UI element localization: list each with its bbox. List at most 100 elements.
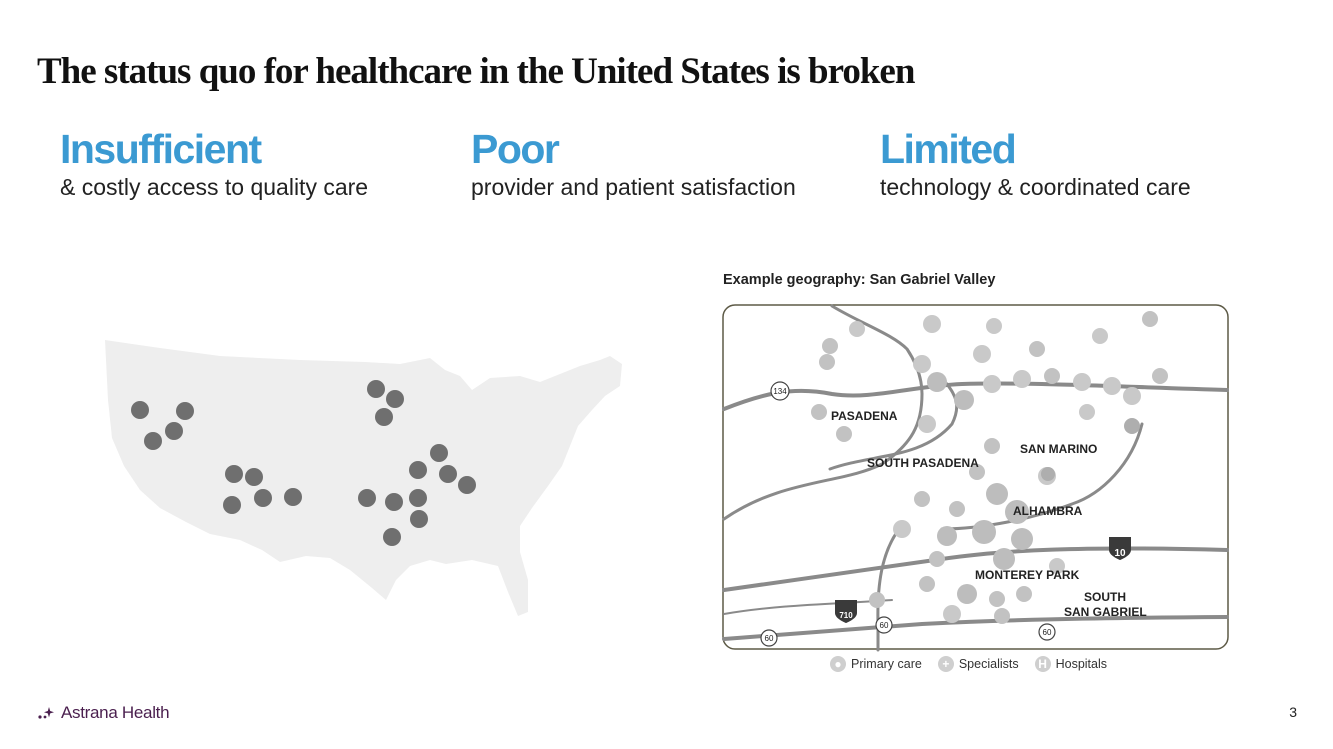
route-60-shield: 60: [875, 616, 893, 634]
primary-care-marker: [1103, 377, 1121, 395]
city-label: SAN MARINO: [1020, 442, 1097, 456]
us-map-silhouette: [105, 340, 622, 616]
market-dot: [131, 401, 149, 419]
primary-care-marker: [1079, 404, 1095, 420]
market-dot: [358, 489, 376, 507]
market-dot: [409, 461, 427, 479]
geography-title: Example geography: San Gabriel Valley: [723, 272, 996, 288]
primary-care-marker: [927, 372, 947, 392]
city-label: SAN GABRIEL: [1064, 605, 1147, 619]
market-dot: [383, 528, 401, 546]
san-gabriel-valley-map: PASADENA SAN MARINO SOUTH PASADENA ALHAM…: [722, 304, 1229, 652]
city-label: MONTEREY PARK: [975, 568, 1080, 582]
pillar-access: Insufficient & costly access to quality …: [60, 126, 368, 202]
specialist-marker: [1016, 586, 1032, 602]
page-title: The status quo for healthcare in the Uni…: [37, 51, 915, 92]
city-labels: PASADENA SAN MARINO SOUTH PASADENA ALHAM…: [831, 409, 1147, 619]
interstate-10-shield: 10: [1109, 537, 1131, 560]
market-dot: [223, 496, 241, 514]
specialist-marker: [969, 464, 985, 480]
hospital-marker: [1041, 467, 1055, 481]
legend-item-primary-care: ● Primary care: [830, 656, 922, 672]
specialist-marker: [822, 338, 838, 354]
us-map-markers: [131, 380, 476, 546]
legend-label: Primary care: [851, 657, 922, 671]
pillar-heading: Poor: [471, 126, 560, 172]
specialist-marker: [919, 576, 935, 592]
market-dot: [458, 476, 476, 494]
heart-plus-icon: +: [937, 656, 954, 672]
city-label: SOUTH PASADENA: [867, 456, 979, 470]
road: [722, 392, 924, 521]
market-dot: [284, 488, 302, 506]
primary-care-marker: [1123, 387, 1141, 405]
primary-care-marker: [893, 520, 911, 538]
city-label: ALHAMBRA: [1013, 504, 1083, 518]
pillar-technology: Limited technology & coordinated care: [880, 126, 1191, 202]
shield-label: 60: [1043, 628, 1052, 637]
shield-label: 10: [1114, 548, 1126, 559]
legend-label: Hospitals: [1055, 657, 1108, 671]
primary-care-marker: [957, 584, 977, 604]
city-label: PASADENA: [831, 409, 898, 423]
specialist-marker: [989, 591, 1005, 607]
specialist-marker: [869, 592, 885, 608]
primary-care-marker: [923, 315, 941, 333]
market-dot: [439, 465, 457, 483]
market-dot: [176, 402, 194, 420]
legend-item-hospitals: H Hospitals: [1034, 656, 1108, 672]
primary-care-marker: [913, 355, 931, 373]
market-dot: [225, 465, 243, 483]
legend-label: Specialists: [958, 657, 1019, 671]
primary-care-marker: [943, 605, 961, 623]
map-legend: ● Primary care + Specialists H Hospitals: [830, 656, 1117, 672]
shield-icon: [1109, 537, 1131, 560]
shield-icon: [1038, 623, 1056, 641]
specialist-marker: [836, 426, 852, 442]
shield-label: 60: [765, 634, 774, 643]
pillar-heading: Limited: [880, 126, 1017, 172]
primary-care-marker: [937, 526, 957, 546]
specialist-marker: [929, 551, 945, 567]
market-dot: [165, 422, 183, 440]
primary-care-marker: [1092, 328, 1108, 344]
provider-markers: [811, 311, 1168, 624]
specialist-marker: [949, 501, 965, 517]
road: [828, 382, 959, 471]
pillar-subtext: & costly access to quality care: [60, 174, 369, 200]
market-dot: [245, 468, 263, 486]
hospital-icon: H: [1034, 656, 1051, 672]
primary-care-marker: [986, 483, 1008, 505]
specialist-marker: [811, 404, 827, 420]
primary-care-marker: [973, 345, 991, 363]
legend-item-specialists: + Specialists: [937, 656, 1019, 672]
primary-care-marker: [1011, 528, 1033, 550]
specialist-marker: [994, 608, 1010, 624]
page-number: 3: [1289, 704, 1297, 720]
shield-label: 710: [839, 611, 853, 620]
market-dot: [144, 432, 162, 450]
sparkle-icon: [38, 707, 54, 719]
road: [722, 615, 1229, 641]
city-label: SOUTH: [1084, 590, 1126, 604]
pillar-heading: Insufficient: [60, 126, 262, 172]
hospital-marker: [1124, 418, 1140, 434]
shield-icon: [835, 600, 857, 623]
market-dot: [430, 444, 448, 462]
pillar-subtext: provider and patient satisfaction: [471, 174, 796, 200]
primary-care-marker: [849, 321, 865, 337]
shield-icon: [760, 629, 778, 647]
specialist-marker: [1142, 311, 1158, 327]
market-dot: [254, 489, 272, 507]
interstate-710-shield: 710: [835, 600, 857, 623]
market-dot: [410, 510, 428, 528]
primary-care-marker: [1049, 558, 1065, 574]
logo-text: Astrana Health: [61, 703, 170, 722]
pillar-satisfaction: Poor provider and patient satisfaction: [471, 126, 796, 202]
shield-icon: [770, 381, 790, 401]
specialist-marker: [1152, 368, 1168, 384]
market-dot: [385, 493, 403, 511]
market-dot: [386, 390, 404, 408]
person-icon: ●: [830, 656, 846, 672]
primary-care-marker: [993, 548, 1015, 570]
